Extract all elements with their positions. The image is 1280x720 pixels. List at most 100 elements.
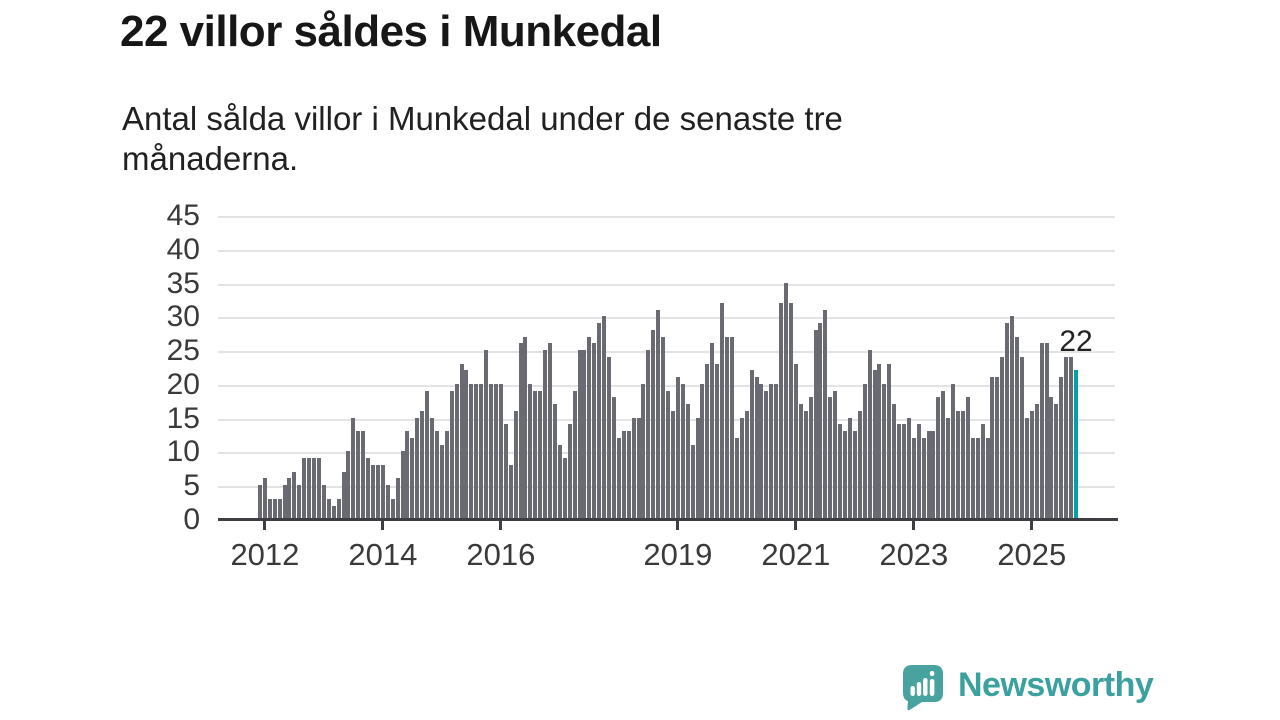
bar <box>316 458 321 519</box>
bar <box>710 343 715 519</box>
bar <box>272 498 277 519</box>
bar <box>936 397 941 519</box>
bar <box>1019 356 1024 519</box>
bar <box>611 397 616 519</box>
bar <box>882 383 887 519</box>
bar <box>818 323 823 519</box>
bar <box>533 390 538 519</box>
bar <box>764 390 769 519</box>
bar <box>975 437 980 519</box>
bar <box>1029 410 1034 519</box>
bar <box>847 417 852 519</box>
bar <box>990 377 995 519</box>
newsworthy-branding: Newsworthy <box>902 664 1154 711</box>
bar <box>695 417 700 519</box>
bar-chart: 22 2012 2014 2016 2019 2021 2023 2025 <box>218 206 1118 572</box>
bar <box>779 302 784 519</box>
y-axis-label-45: 45 <box>166 199 200 232</box>
bar <box>425 390 430 519</box>
bar <box>1039 343 1044 519</box>
bar <box>523 336 528 519</box>
gridline-y-25 <box>218 351 1115 354</box>
highlighted-bar <box>1074 370 1079 519</box>
bar <box>287 478 292 519</box>
bar <box>852 431 857 519</box>
bar <box>843 431 847 519</box>
x-axis-label-2012: 2012 <box>230 537 300 572</box>
bar <box>970 437 975 519</box>
bar <box>557 444 562 519</box>
bar <box>626 431 631 519</box>
bar <box>808 397 813 519</box>
x-axis-tick-2014 <box>381 520 385 530</box>
bar <box>336 498 341 519</box>
y-axis-label-40: 40 <box>166 232 200 266</box>
bar <box>788 302 793 519</box>
bar <box>931 431 936 519</box>
bar <box>375 464 380 519</box>
bar <box>946 417 951 519</box>
bar <box>493 383 498 519</box>
x-axis-line <box>218 518 1118 521</box>
bar <box>729 336 734 519</box>
bar <box>1049 397 1054 519</box>
bar <box>921 437 926 519</box>
bar <box>341 471 346 519</box>
bar <box>734 437 739 519</box>
bar <box>400 451 405 519</box>
bar <box>666 390 671 519</box>
bar <box>331 505 336 519</box>
y-axis-label-20: 20 <box>166 367 200 401</box>
page-title: 22 villor såldes i Munkedal <box>120 7 662 56</box>
bar <box>498 383 503 519</box>
bar <box>489 383 494 519</box>
bar <box>1059 377 1064 519</box>
gridline-y-30 <box>218 317 1115 320</box>
bar <box>739 417 744 519</box>
bar <box>744 410 749 519</box>
bar <box>434 431 439 519</box>
bar <box>356 431 361 519</box>
bar <box>312 458 317 519</box>
bar <box>479 383 484 519</box>
bar <box>680 383 685 519</box>
bar <box>872 370 877 519</box>
bar <box>838 424 843 519</box>
x-axis-tick-2021 <box>794 520 798 530</box>
gridline-y-35 <box>218 283 1115 286</box>
x-axis-label-2021: 2021 <box>761 537 831 572</box>
bar <box>459 363 464 519</box>
bar <box>1034 404 1039 519</box>
bar <box>572 390 577 519</box>
bar <box>582 350 587 519</box>
x-axis-label-2023: 2023 <box>879 537 949 572</box>
bar <box>577 350 582 519</box>
y-axis-label-10: 10 <box>166 435 200 469</box>
bar <box>607 356 612 519</box>
bar <box>690 444 695 519</box>
bar <box>1000 356 1005 519</box>
bar <box>651 329 656 519</box>
bar <box>774 383 779 519</box>
bar <box>508 464 513 519</box>
subtitle-line-2: månaderna. <box>122 140 299 177</box>
bar <box>901 424 906 519</box>
bar <box>361 431 366 519</box>
bar <box>302 458 307 519</box>
bar <box>449 390 454 519</box>
x-axis-tick-2016 <box>499 520 503 530</box>
bar <box>1054 404 1059 519</box>
bar <box>390 498 395 519</box>
bar <box>326 498 331 519</box>
bar <box>916 424 921 519</box>
bar <box>1064 356 1069 519</box>
bar <box>454 383 459 519</box>
newsworthy-logo-text: Newsworthy <box>958 666 1154 704</box>
bar <box>670 410 675 519</box>
bar <box>439 444 444 519</box>
bar <box>621 431 626 519</box>
bar <box>405 431 410 519</box>
bar <box>965 397 970 519</box>
x-axis-tick-2025 <box>1030 520 1034 530</box>
bar <box>321 485 326 519</box>
